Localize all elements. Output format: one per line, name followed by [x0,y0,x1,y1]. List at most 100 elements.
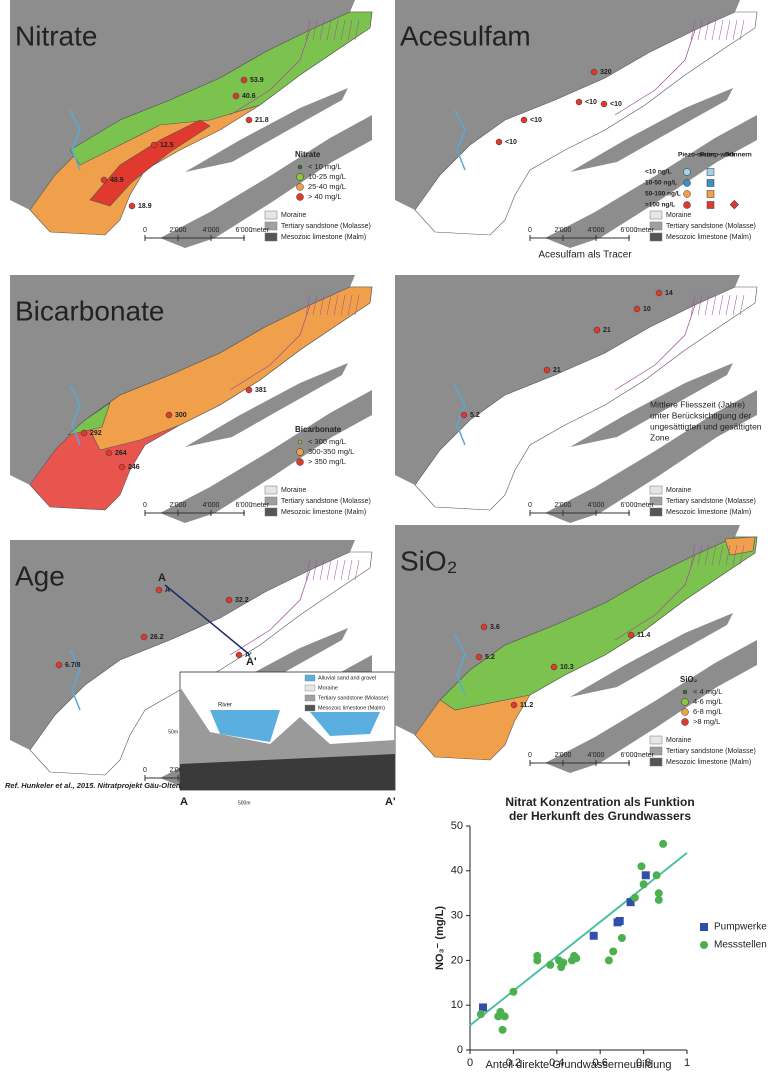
scale-label: 6'000 [236,227,253,234]
point [559,958,568,967]
legend-head: Piezo-meter [678,152,715,159]
point [654,889,663,898]
geology-swatch [264,210,278,220]
limestone-ridge [10,0,355,210]
scale-label: 2'000 [555,227,572,234]
river [69,384,81,446]
geology-label: Moraine [666,737,691,744]
legend-label: 6-8 mg/L [693,707,723,716]
point [546,960,555,969]
valley-zone [67,402,111,436]
hatch [697,294,703,316]
legend-label: 10-25 mg/L [308,172,346,181]
legend-marker [296,458,304,466]
section-river: River [218,703,232,709]
legend-title: Nitrate [295,150,321,159]
chart-title: Nitrat Konzentration als Funktion [505,795,694,809]
geology-label: Tertiary sandstone (Molasse) [281,223,371,230]
sample-label: 10 [643,306,651,313]
legend-label: Pumpwerke [714,922,767,933]
hatch [312,19,318,41]
hatch [347,294,353,316]
section-line [164,584,251,656]
map-section-end: A' [246,656,257,668]
geology-swatch [649,757,663,767]
geology-swatch [649,221,663,231]
hatch [718,544,724,566]
sample-point [225,596,233,604]
hatch [319,19,325,41]
point [641,871,650,880]
contour [614,304,696,391]
point [626,898,635,907]
point [659,839,668,848]
point [500,1012,509,1021]
scale-label: 4'000 [203,502,220,509]
point [533,956,542,965]
hatch [312,294,318,316]
scale-label: 6'000 [621,502,638,509]
point [609,947,618,956]
reference: Ref. Hunkeler et al., 2015. Nitratprojek… [5,781,183,790]
sample-point [550,663,558,671]
sample-label: 21 [603,327,611,334]
sample-label: <10 [505,139,517,146]
geology-swatch [649,232,663,242]
hatch [704,19,710,41]
sample-point [575,98,583,106]
sample-point [235,651,243,659]
section-molasse [180,687,395,764]
sample-label: 300 [175,412,187,419]
sample-label: <10 [610,101,622,108]
point [615,916,624,925]
legend-marker [706,168,715,176]
river [454,634,466,696]
river [454,109,466,171]
hatch [312,559,318,581]
section-legend-label: Mesozoic limestone (Malm) [318,705,385,711]
hatch [725,294,731,316]
legend-label: Messstellen [714,940,767,951]
legend-marker [296,448,304,456]
legend-label: < 300 mg/L [308,437,346,446]
hatch [340,294,346,316]
section-swatch [304,674,316,682]
legend-label: >8 mg/L [693,717,720,726]
geology-swatch [649,496,663,506]
scale-label: 2'000 [555,752,572,759]
chart-title: der Herkunft des Grundwassers [509,809,691,823]
legend-label: 300-350 mg/L [308,447,354,456]
hatch [697,544,703,566]
river [69,109,81,171]
hatch [326,294,332,316]
section-legend-label: Alluvial sand and gravel [318,675,376,681]
sample-label: 11.4 [637,632,650,639]
geology-label: Tertiary sandstone (Molasse) [666,223,756,230]
sample-point [80,429,88,437]
point [637,862,646,871]
contour [614,29,696,116]
sample-point [55,661,63,669]
geology-label: Mesozoic limestone (Malm) [666,759,751,766]
hatch [354,559,360,581]
sample-label: 292 [90,430,102,437]
geology-swatch [649,507,663,517]
y-tick-label: 50 [451,820,463,832]
x-tick-label: 0.8 [636,1057,651,1069]
hatch [326,19,332,41]
legend-marker [682,689,688,695]
geology-swatch [264,507,278,517]
hatch [340,559,346,581]
sample-point [510,701,518,709]
legend-title: SiO₂ [680,675,698,684]
sample-label: 14 [665,290,673,297]
y-axis-label: NO₃⁻ (mg/L) [434,906,446,970]
y-tick-label: 20 [451,954,463,966]
legend-label: > 350 mg/L [308,457,346,466]
contour [229,569,311,656]
hatch [704,544,710,566]
hatch [725,19,731,41]
sample-label: 21.8 [255,117,269,124]
scale-label: 2'000 [170,227,187,234]
